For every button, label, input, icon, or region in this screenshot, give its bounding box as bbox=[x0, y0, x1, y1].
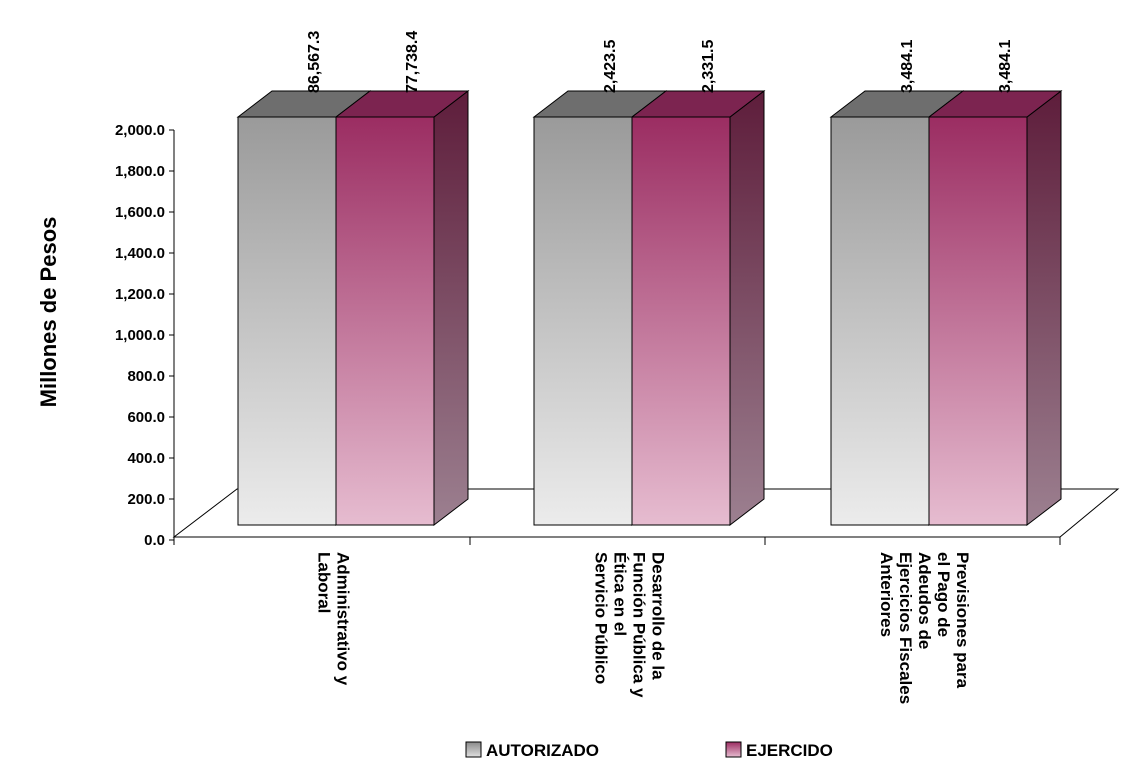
legend-item-autorizado: AUTORIZADO bbox=[465, 741, 599, 760]
bars bbox=[236, 89, 1063, 527]
legend-label-ejercido: EJERCIDO bbox=[746, 741, 833, 760]
bar-ejercido-1 bbox=[334, 89, 470, 527]
bar-front bbox=[533, 116, 633, 526]
bar-side bbox=[433, 89, 469, 527]
category-label-line: Anteriores bbox=[877, 552, 896, 637]
category-label-line: Previsiones para bbox=[953, 552, 972, 689]
value-label: 86,567.3 bbox=[306, 31, 323, 93]
value-label: 2,423.5 bbox=[602, 40, 619, 93]
category-label-line: Desarrollo de la bbox=[649, 552, 668, 680]
category-label-line: Administrativo y bbox=[334, 552, 353, 686]
y-tick-label: 800.0 bbox=[127, 368, 165, 385]
legend-label-autorizado: AUTORIZADO bbox=[486, 741, 599, 760]
y-axis-title: Millones de Pesos bbox=[36, 217, 61, 408]
value-labels: 86,567.3 2,423.5 3,484.1 77,738.4 2,331.5 3,4… bbox=[306, 31, 1014, 93]
y-tick-label: 1,800.0 bbox=[115, 163, 165, 180]
category-label-line: Ejercicios Fiscales bbox=[896, 552, 915, 704]
category-label-line: Adeudos de bbox=[915, 552, 934, 649]
category-label-line: Laboral bbox=[315, 552, 334, 613]
bar-front bbox=[237, 116, 337, 526]
bar-front bbox=[928, 116, 1028, 526]
legend-swatch-ejercido bbox=[725, 741, 742, 758]
value-label: 3,484.1 bbox=[997, 40, 1014, 93]
legend-item-ejercido: EJERCIDO bbox=[725, 741, 833, 760]
y-tick-label: 2,000.0 bbox=[115, 122, 165, 139]
value-label: 3,484.1 bbox=[899, 40, 916, 93]
bar-front bbox=[631, 116, 731, 526]
y-tick-label: 1,400.0 bbox=[115, 245, 165, 262]
category-label-line: Función Pública y bbox=[630, 552, 649, 698]
category-ticks bbox=[173, 537, 1061, 545]
category-label-line: Servicio Público bbox=[592, 552, 611, 684]
value-label: 77,738.4 bbox=[404, 31, 421, 93]
bar-side bbox=[1026, 89, 1062, 527]
value-label: 2,331.5 bbox=[700, 40, 717, 93]
y-tick-label: 400.0 bbox=[127, 450, 165, 467]
category-label-line: Ética en el bbox=[611, 552, 630, 636]
bar-ejercido-3 bbox=[927, 89, 1063, 527]
y-tick-label: 1,200.0 bbox=[115, 286, 165, 303]
y-tick-label: 600.0 bbox=[127, 409, 165, 426]
bar-ejercido-2 bbox=[630, 89, 766, 527]
category-label-line: el Pago de bbox=[934, 552, 953, 637]
legend: AUTORIZADO EJERCIDO bbox=[465, 741, 833, 760]
y-tick-label: 0.0 bbox=[144, 532, 165, 549]
bar-side bbox=[729, 89, 765, 527]
y-tick-label: 1,600.0 bbox=[115, 204, 165, 221]
bar-front bbox=[335, 116, 435, 526]
y-ticks: 0.0 200.0 400.0 600.0 800.0 1,000.0 1,200.0 1,4… bbox=[115, 122, 174, 549]
y-tick-label: 1,000.0 bbox=[115, 327, 165, 344]
legend-swatch-autorizado bbox=[465, 741, 482, 758]
y-tick-label: 200.0 bbox=[127, 491, 165, 508]
bar-front bbox=[830, 116, 930, 526]
